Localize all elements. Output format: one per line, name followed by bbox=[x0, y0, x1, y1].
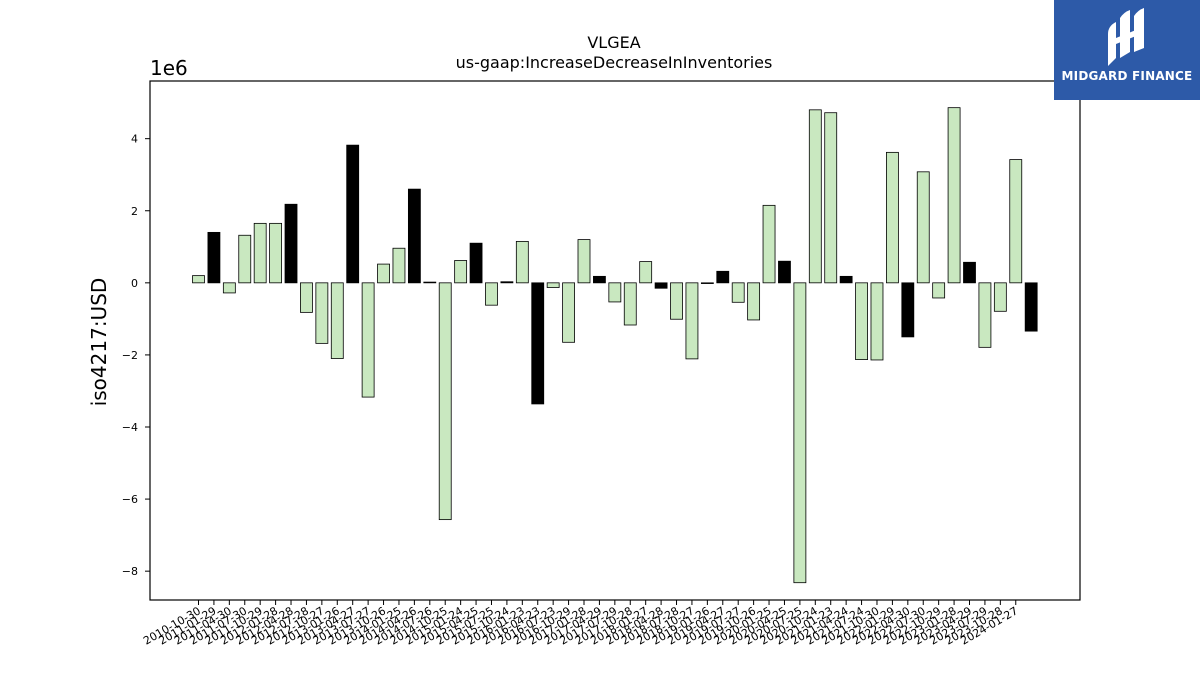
plot-frame bbox=[149, 80, 1081, 601]
bar-2017-07-29 bbox=[608, 282, 622, 303]
bar-2017-04-29 bbox=[593, 275, 606, 284]
bar-2018-04-28 bbox=[654, 282, 668, 289]
bar-2022-04-30 bbox=[901, 282, 915, 338]
y-tick-label: −2 bbox=[122, 349, 138, 362]
y-tick-label: 2 bbox=[131, 205, 138, 218]
bar-2014-01-25 bbox=[392, 247, 406, 284]
bar-2021-04-24 bbox=[839, 275, 853, 284]
bar-2020-01-25 bbox=[762, 204, 776, 284]
bar-2015-10-24 bbox=[500, 281, 514, 284]
bar-2017-01-28 bbox=[577, 239, 591, 284]
bars-group bbox=[192, 107, 1038, 584]
y-ticks: −8 −6 −4 −2 0 2 4 bbox=[122, 133, 150, 578]
bar-2020-07-25 bbox=[793, 282, 807, 584]
logo-text: MIDGARD FINANCE bbox=[1061, 69, 1193, 83]
y-tick-label: −6 bbox=[122, 493, 138, 506]
logo-mark-icon bbox=[1108, 8, 1144, 66]
bar-2021-07-24 bbox=[855, 282, 868, 360]
bar-2019-07-27 bbox=[731, 282, 745, 303]
bar-2023-01-28 bbox=[947, 107, 961, 284]
bar-2012-04-28 bbox=[284, 203, 298, 284]
bar-2023-10-28 bbox=[993, 282, 1007, 312]
bar-2011-01-29 bbox=[207, 231, 221, 284]
bar-2013-07-27 bbox=[361, 282, 375, 398]
bar-2020-10-24 bbox=[808, 109, 822, 284]
y-tick-label: −4 bbox=[122, 421, 138, 434]
bar-2014-07-26 bbox=[423, 281, 437, 284]
bar-2020-04-25 bbox=[778, 260, 791, 284]
bar-2011-04-30 bbox=[222, 282, 236, 294]
chart-title: VLGEA bbox=[587, 33, 640, 52]
bar-2012-10-27 bbox=[315, 282, 329, 344]
y-tick-label: −8 bbox=[122, 565, 138, 578]
bar-2019-01-26 bbox=[700, 282, 714, 284]
bar-2018-01-27 bbox=[639, 261, 653, 284]
y-axis-label: iso4217:USD bbox=[87, 278, 111, 407]
bar-2014-04-26 bbox=[407, 188, 421, 284]
bar-2015-07-25 bbox=[485, 282, 498, 306]
bar-2012-07-28 bbox=[300, 282, 313, 313]
bar-2016-04-23 bbox=[531, 282, 545, 405]
bar-2015-04-25 bbox=[469, 242, 483, 284]
bar-2013-01-26 bbox=[330, 282, 344, 359]
bar-2018-07-28 bbox=[670, 282, 683, 320]
bar-2023-07-29 bbox=[978, 282, 992, 348]
bar-2012-01-28 bbox=[269, 222, 283, 284]
bar-2013-10-26 bbox=[377, 263, 390, 284]
bar-2011-07-30 bbox=[238, 234, 252, 284]
bar-2019-04-27 bbox=[716, 270, 730, 284]
bar-2016-10-29 bbox=[562, 282, 575, 343]
y-tick-label: 0 bbox=[131, 277, 138, 290]
bar-extra-54 bbox=[1024, 282, 1038, 332]
bar-2016-01-23 bbox=[515, 240, 529, 284]
bar-2014-10-25 bbox=[438, 282, 452, 521]
bar-2022-10-29 bbox=[932, 282, 946, 299]
y-offset-label: 1e6 bbox=[150, 56, 188, 80]
bar-2017-10-28 bbox=[623, 282, 637, 326]
bar-2021-01-23 bbox=[824, 112, 838, 284]
bar-2019-10-26 bbox=[747, 282, 761, 321]
bar-2011-10-29 bbox=[253, 222, 267, 284]
bar-2013-04-27 bbox=[346, 144, 360, 284]
bar-2016-07-23 bbox=[546, 282, 560, 288]
bar-2015-01-24 bbox=[454, 260, 468, 284]
chart-subtitle: us-gaap:IncreaseDecreaseInInventories bbox=[456, 53, 773, 72]
bar-2022-01-29 bbox=[886, 151, 899, 284]
y-tick-label: 4 bbox=[131, 133, 138, 146]
x-ticks: 2010-10-302011-01-292011-04-302011-07-30… bbox=[141, 600, 1020, 648]
bar-2022-07-30 bbox=[916, 171, 930, 284]
bar-2018-10-27 bbox=[685, 282, 699, 360]
bar-2024-01-27 bbox=[1009, 159, 1023, 284]
brand-logo: MIDGARD FINANCE bbox=[1054, 0, 1200, 100]
bar-2010-10-30 bbox=[192, 275, 205, 284]
bar-2023-04-29 bbox=[963, 261, 976, 284]
bar-2021-10-30 bbox=[870, 282, 884, 361]
